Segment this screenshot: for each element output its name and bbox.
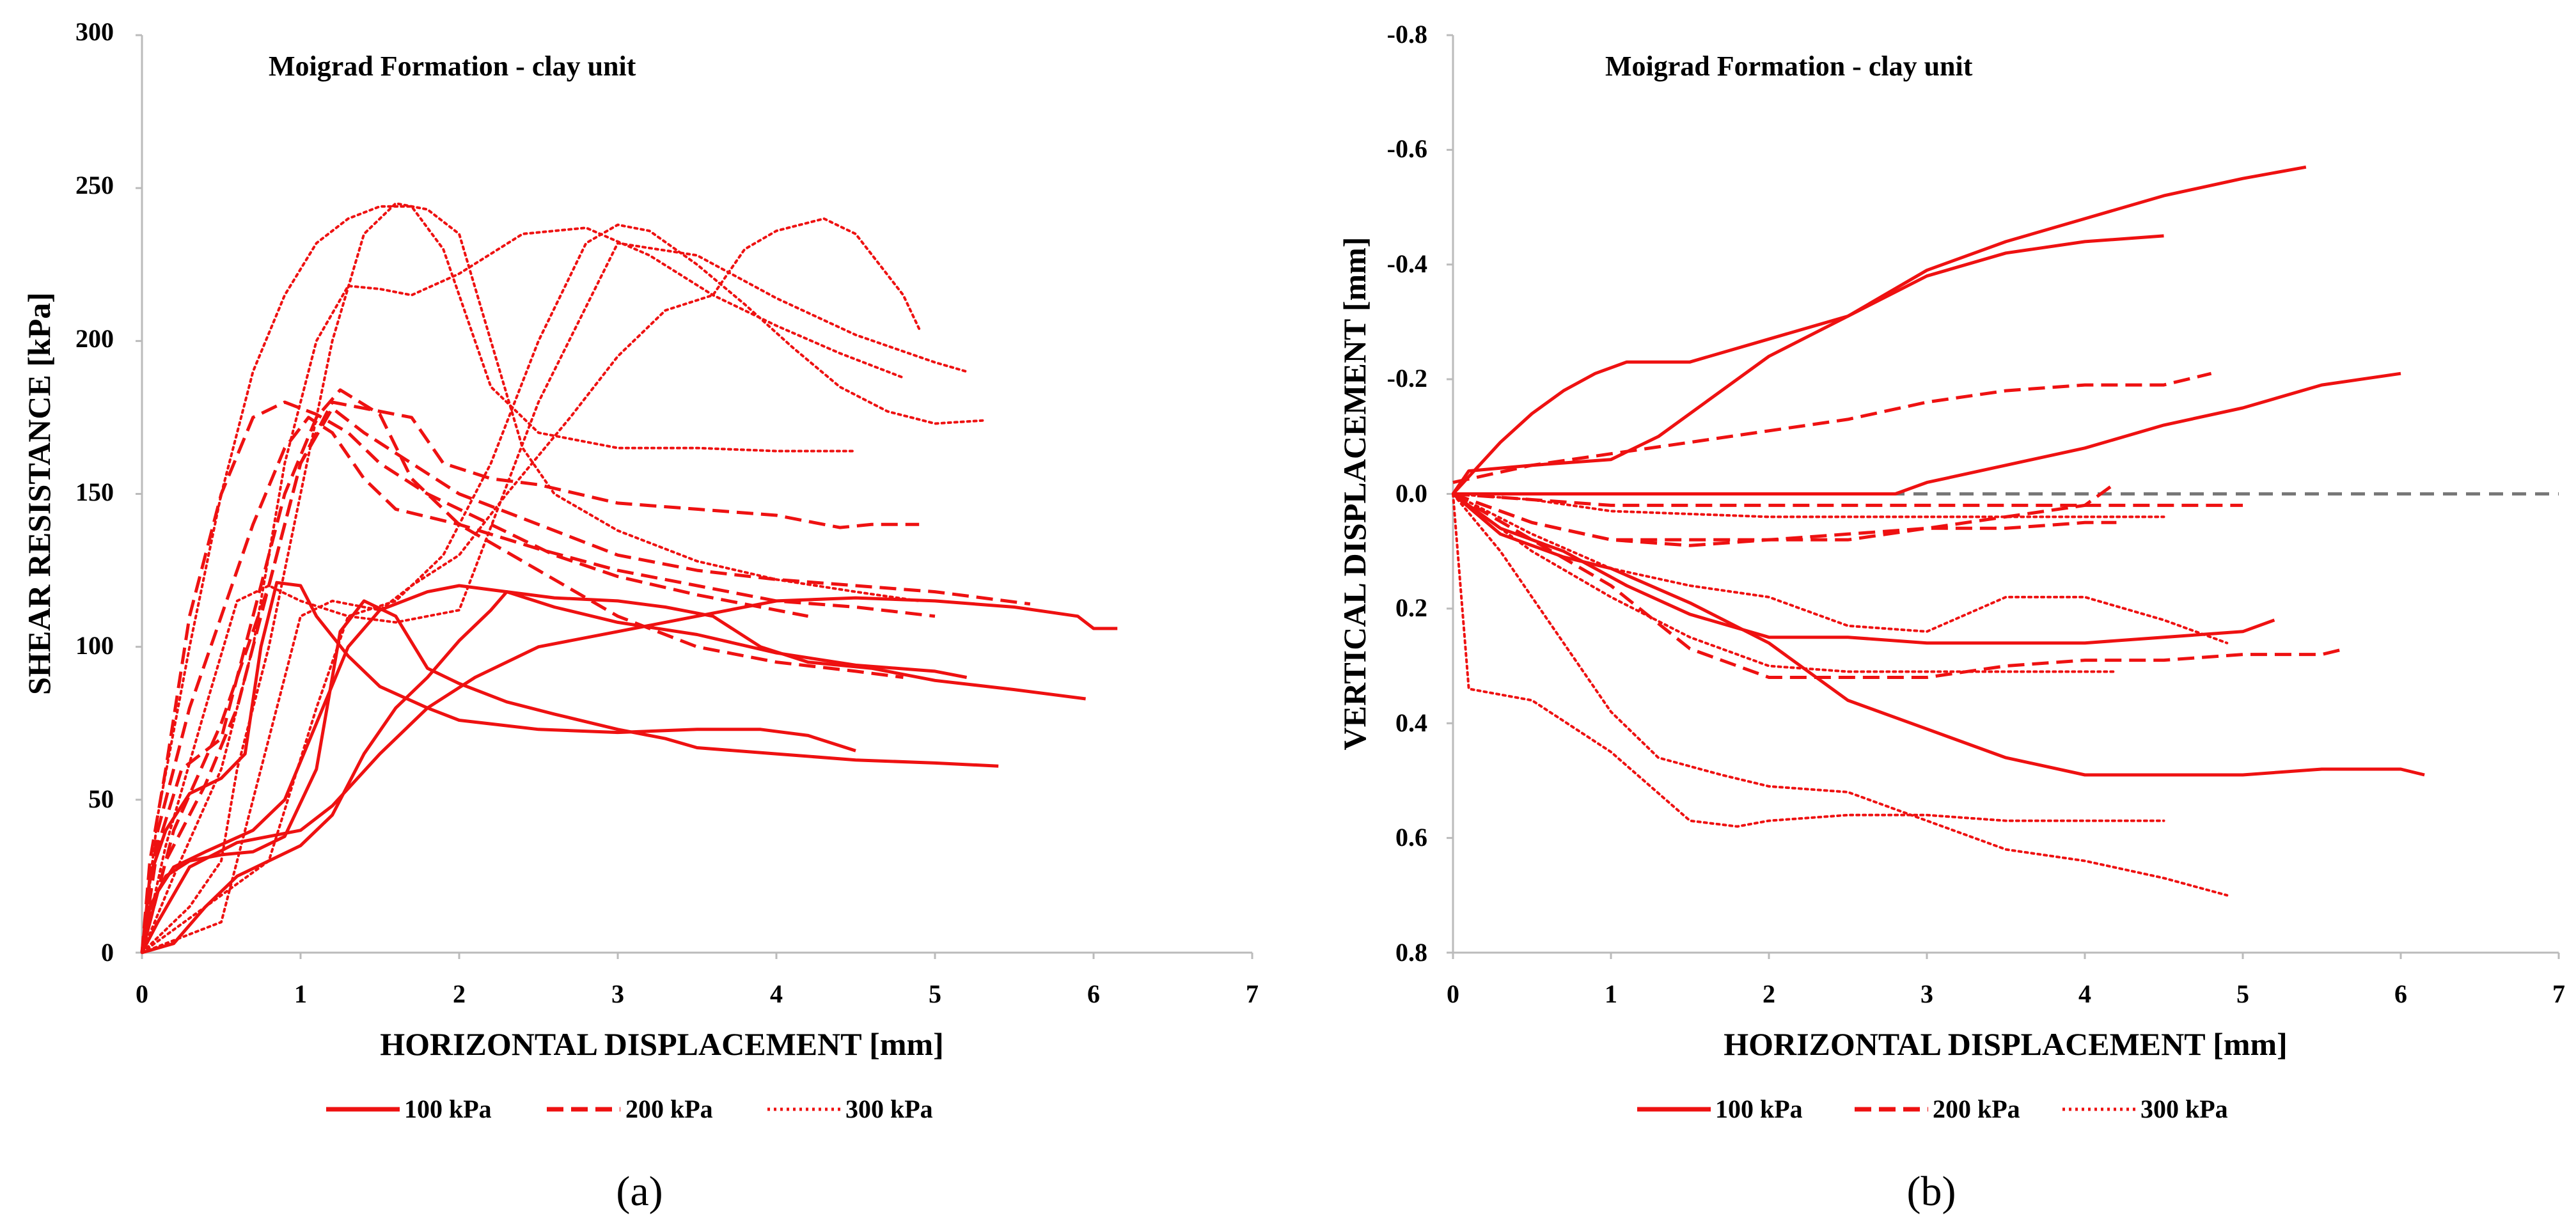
panel-a-legend-label-200: 200 kPa [625, 1095, 713, 1123]
panel-a-x-tick: 7 [1246, 979, 1259, 1008]
panel-b-x-tick: 3 [1920, 979, 1933, 1008]
panel-b-y-tick: -0.8 [1387, 20, 1427, 49]
panel-b-y-tick: -0.2 [1387, 364, 1427, 393]
panel-a-y-tick: 100 [75, 631, 114, 660]
panel-a-x-axis-title: HORIZONTAL DISPLACEMENT [mm] [380, 1026, 944, 1062]
panel-a-series-line-dashed-10 [140, 407, 1031, 953]
panel-b-y-tick: 0.0 [1395, 479, 1427, 508]
panel-a-y-axis-title: SHEAR RESISTANCE [kPa] [21, 292, 57, 695]
panel-a-title: Moigrad Formation - clay unit [269, 51, 636, 82]
panel-a-series-line-solid-4 [141, 590, 1086, 955]
panel-b-series-line-solid-2 [1451, 165, 2307, 495]
panel-b-series-line-solid-3 [1453, 371, 2401, 495]
panel-a-label: (a) [616, 1168, 663, 1215]
panel-b-legend-label-300: 300 kPa [2140, 1095, 2228, 1123]
panel-b-y-tick-labels: 0.8 0.6 0.4 0.2 0.0 -0.2 -0.4 -0.6 -0.8 [1387, 20, 1427, 967]
panel-b-series-line-dotted-14 [1452, 492, 2165, 828]
panel-a-y-tick: 0 [101, 938, 114, 967]
panel-a-series-line-dashed-7 [140, 416, 936, 953]
panel-a-y-tick: 200 [75, 324, 114, 353]
panel-a-x-tick: 2 [453, 979, 466, 1008]
panel-a-series-line-solid-3 [140, 584, 968, 953]
panel-a-series-line-dashed-8 [140, 388, 904, 953]
panel-a-legend: 100 kPa 200 kPa 300 kPa [326, 1095, 933, 1123]
panel-a-series-line-dotted-12 [141, 242, 968, 954]
panel-b-x-tick: 6 [2394, 979, 2407, 1008]
panel-a-legend-label-100: 100 kPa [404, 1095, 492, 1123]
panel-b-series-line-dashed-10 [1452, 492, 2346, 679]
panel-b-legend-label-200: 200 kPa [1933, 1095, 2020, 1123]
panel-a-series-line-dotted-11 [141, 205, 857, 954]
panel-a-y-tick: 300 [75, 17, 114, 46]
panel-a-series-line-dotted-13 [141, 226, 905, 954]
panel-a-shear-resistance-chart: Moigrad Formation - clay unit 0 50 100 1… [21, 17, 1259, 1215]
panel-a-y-tick-labels: 0 50 100 150 200 250 300 [75, 17, 114, 967]
panel-b-y-tick: 0.2 [1395, 593, 1427, 622]
panel-b-series-line-solid-1 [1452, 234, 2164, 495]
panel-a-series-line-dashed-9 [140, 400, 920, 953]
panel-b-series [1451, 165, 2425, 897]
panel-a-x-tick: 5 [929, 979, 941, 1008]
panel-a-series-line-dotted-15 [141, 217, 921, 954]
panel-a-series-line-solid-1 [140, 581, 856, 953]
panel-a-x-tick: 1 [294, 979, 307, 1008]
panel-b-y-tick: 0.4 [1395, 708, 1427, 737]
panel-b-series-line-solid-5 [1452, 492, 2425, 777]
panel-b-y-tick: 0.6 [1395, 823, 1427, 852]
panel-a-x-tick: 4 [770, 979, 783, 1008]
panel-a-series-line-dotted-14 [141, 202, 921, 954]
panel-b-series-line-dashed-6 [1452, 371, 2212, 485]
panel-a-series [140, 202, 1118, 955]
panel-b-legend-label-100: 100 kPa [1715, 1095, 1803, 1123]
panel-b-x-tick: 7 [2552, 979, 2565, 1008]
panel-b-x-tick: 5 [2236, 979, 2249, 1008]
panel-b-legend: 100 kPa 200 kPa 300 kPa [1637, 1095, 2228, 1123]
panel-b-x-tick: 2 [1763, 979, 1775, 1008]
panel-b-x-tick: 4 [2078, 979, 2091, 1008]
panel-a-x-tick: 3 [611, 979, 624, 1008]
panel-a-y-tick: 50 [88, 784, 114, 813]
panel-b-series-line-dashed-9 [1452, 492, 2117, 542]
panel-b-x-tick: 1 [1605, 979, 1617, 1008]
panel-a-series-line-dotted-16 [141, 223, 984, 954]
panel-a-series-line-solid-5 [140, 596, 1118, 954]
panel-b-y-tick: 0.8 [1395, 938, 1427, 967]
panel-b-label: (b) [1907, 1168, 1956, 1215]
panel-a-tick-marks [136, 34, 1253, 959]
panel-b-series-line-dotted-15 [1452, 492, 2229, 897]
panel-a-y-tick: 250 [75, 171, 114, 199]
panel-b-series-line-dashed-8 [1452, 481, 2117, 547]
panel-b-series-line-dashed-7 [1452, 492, 2243, 507]
panel-b-y-tick: -0.4 [1387, 249, 1427, 278]
panel-a-x-tick-labels: 0 1 2 3 4 5 6 7 [136, 979, 1259, 1008]
panel-b-series-line-solid-4 [1452, 492, 2275, 645]
panel-a-series-line-solid-2 [140, 599, 999, 953]
panel-b-y-tick: -0.6 [1387, 134, 1427, 163]
panel-b-x-axis-title: HORIZONTAL DISPLACEMENT [mm] [1724, 1026, 2288, 1062]
panel-b-x-tick: 0 [1447, 979, 1459, 1008]
panel-b-vertical-displacement-chart: Moigrad Formation - clay unit 0.8 0.6 0.… [1337, 20, 2565, 1215]
panel-b-title: Moigrad Formation - clay unit [1605, 51, 1973, 82]
panel-a-x-tick: 0 [136, 979, 148, 1008]
panel-a-legend-label-300: 300 kPa [845, 1095, 933, 1123]
panel-b-x-tick-labels: 0 1 2 3 4 5 6 7 [1447, 979, 2565, 1008]
panel-a-y-tick: 150 [75, 478, 114, 506]
panel-b-y-axis-title: VERTICAL DISPLACEMENT [mm] [1337, 237, 1372, 751]
panel-b-series-line-dotted-11 [1452, 492, 2165, 519]
panel-b-series-line-dotted-12 [1452, 492, 2229, 644]
panel-b-series-line-dotted-13 [1452, 492, 2118, 673]
panel-a-x-tick: 6 [1087, 979, 1100, 1008]
